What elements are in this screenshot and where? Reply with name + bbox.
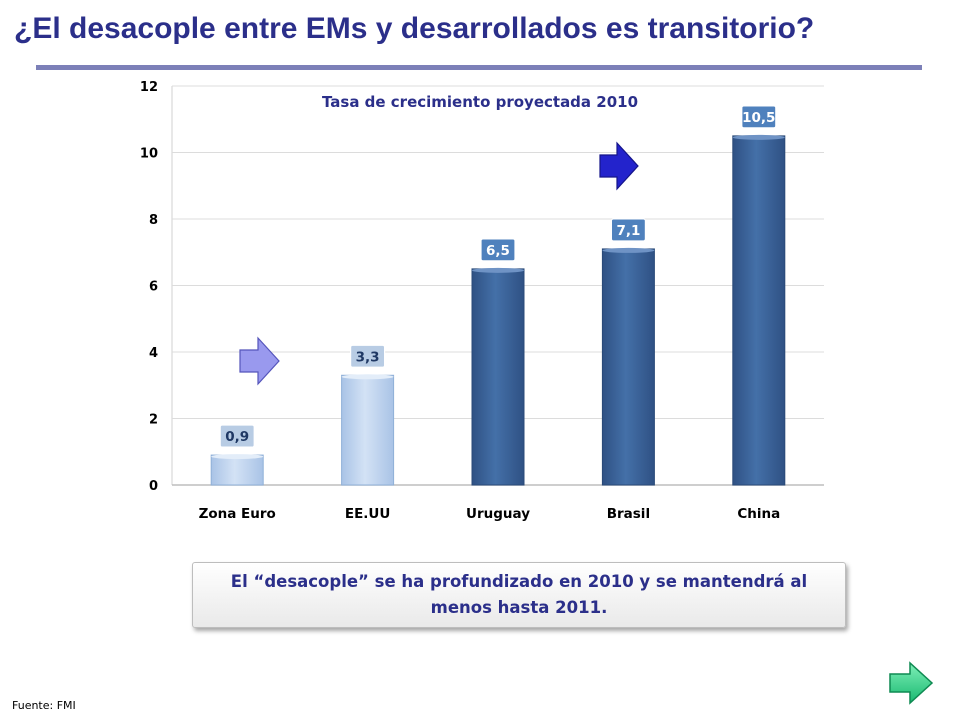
source-note: Fuente: FMI [12, 699, 76, 712]
right-arrow-icon [599, 141, 639, 191]
bar [341, 374, 395, 486]
data-label: 0,9 [225, 429, 249, 445]
bar-top [341, 374, 394, 380]
y-tick-label: 2 [149, 413, 158, 428]
x-category-label: Brasil [607, 506, 650, 522]
callout-box: El “desacople” se ha profundizado en 201… [192, 562, 846, 628]
y-tick-label: 6 [149, 280, 158, 295]
y-tick-label: 4 [149, 346, 158, 361]
bar-top [472, 267, 524, 273]
next-slide-arrow-icon [889, 661, 934, 705]
x-category-label: Zona Euro [199, 506, 276, 522]
data-label-box [219, 424, 255, 448]
bar [601, 248, 655, 486]
data-label-box [610, 218, 647, 242]
arrow-light [239, 336, 280, 386]
data-label: 6,5 [486, 243, 510, 259]
right-arrow-icon [239, 336, 280, 386]
x-category-label: China [737, 506, 780, 522]
bar-top [602, 247, 655, 253]
bar [471, 268, 525, 486]
x-category-labels: Zona Euro EE.UU Uruguay Brasil China [199, 506, 781, 522]
arrow-dark [599, 141, 639, 191]
gridlines [171, 85, 824, 486]
data-labels: 0,9 3,3 6,5 7,1 10,5 [219, 105, 777, 448]
bar [732, 135, 786, 486]
y-tick-label: 10 [140, 147, 158, 162]
data-label-box [480, 238, 516, 262]
slide-title: ¿El desacople entre EMs y desarrollados … [14, 12, 815, 45]
x-category-label: EE.UU [345, 506, 391, 522]
bar-chart: 0 2 4 6 8 10 12 Tasa de crecimiento proyectada… [140, 80, 824, 522]
data-label: 3,3 [356, 349, 380, 365]
bar-top [732, 134, 785, 140]
chart-title: Tasa de crecimiento proyectada 2010 [322, 93, 638, 111]
bar-top [211, 454, 264, 460]
data-label: 10,5 [742, 110, 775, 126]
title-divider [36, 65, 922, 70]
y-tick-label: 8 [149, 213, 158, 228]
data-label-box [741, 105, 777, 129]
y-tick-label: 12 [140, 80, 158, 95]
y-tick-label: 0 [149, 479, 158, 494]
bars [210, 134, 786, 486]
data-label: 7,1 [616, 223, 640, 239]
x-category-label: Uruguay [466, 506, 530, 522]
bar [210, 454, 264, 486]
y-tick-labels: 0 2 4 6 8 10 12 [140, 80, 158, 494]
next-slide-button[interactable] [886, 660, 936, 706]
data-label-box [350, 344, 386, 368]
